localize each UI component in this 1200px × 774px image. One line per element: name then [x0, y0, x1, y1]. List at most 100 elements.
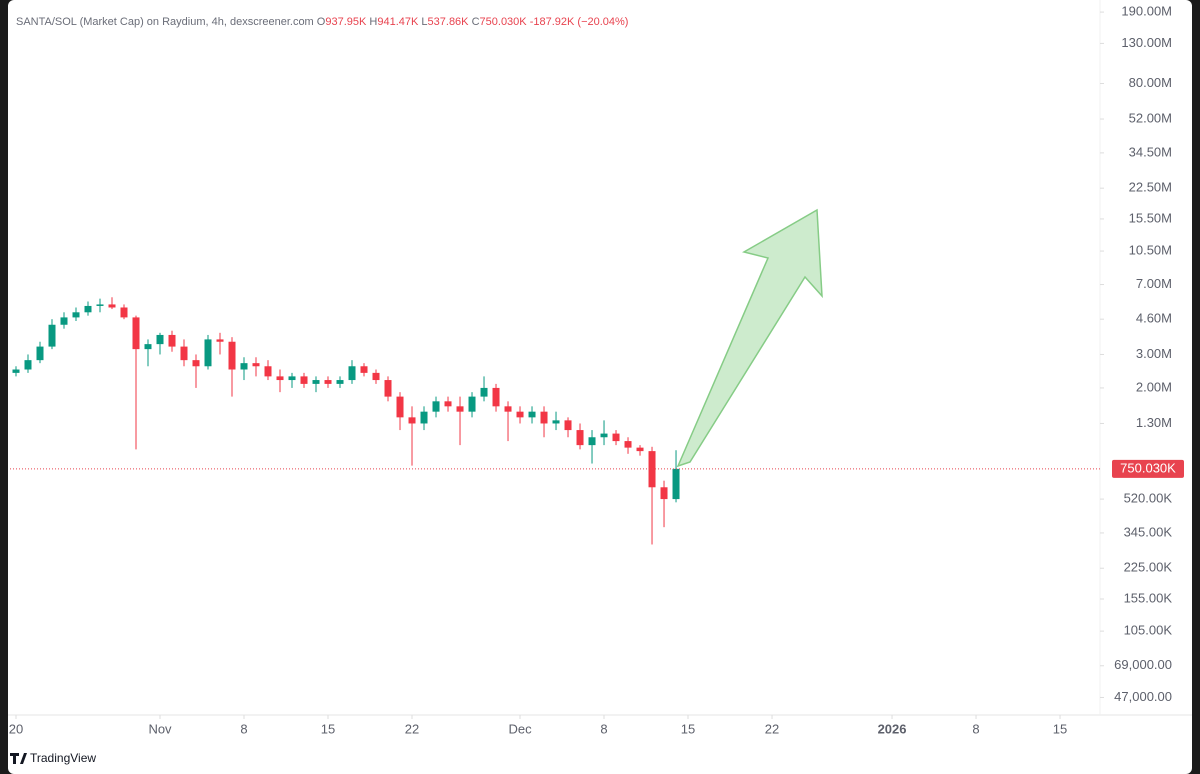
x-tick-label: 22 [765, 721, 779, 736]
y-tick-label: 105.00K [1124, 623, 1173, 638]
y-tick-label: 22.50M [1129, 180, 1172, 195]
y-tick-label: 15.50M [1129, 210, 1172, 225]
y-tick-label: 190.00M [1121, 4, 1172, 19]
candle-body [444, 401, 452, 407]
candle-body [564, 420, 572, 431]
candle-body [24, 360, 32, 370]
x-tick-label: 8 [972, 721, 979, 736]
candle-body [288, 376, 296, 381]
candle-body [204, 339, 212, 367]
candle-body [108, 304, 116, 308]
x-tick-label: Nov [148, 721, 172, 736]
x-tick-label: 15 [681, 721, 695, 736]
candle-body [96, 304, 104, 306]
candle-body [624, 441, 632, 448]
chart-title: SANTA/SOL (Market Cap) on Raydium, 4h, d… [16, 16, 314, 28]
last-price-label: 750.030K [1120, 460, 1176, 475]
candle-body [216, 339, 224, 342]
candle-body [228, 341, 236, 370]
y-tick-label: 80.00M [1129, 75, 1172, 90]
candle-body [504, 406, 512, 412]
candle-body [336, 380, 344, 384]
candle-body [36, 346, 44, 361]
x-tick-label: 22 [405, 721, 419, 736]
candle-body [660, 487, 668, 500]
candle-body [348, 366, 356, 381]
candle-body [384, 380, 392, 397]
y-tick-label: 520.00K [1124, 491, 1173, 506]
candle-body [432, 401, 440, 412]
ohlc-value: 750.030K [480, 16, 528, 28]
ohlc-key: H [369, 16, 377, 28]
logo-mark [10, 753, 27, 764]
panel [8, 0, 1192, 774]
y-tick-label: 155.00K [1124, 590, 1173, 605]
ohlc-value: 537.86K [428, 16, 470, 28]
candle-body [408, 417, 416, 424]
candle-body [372, 372, 380, 381]
y-tick-label: 34.50M [1129, 144, 1172, 159]
y-tick-label: 2.00M [1136, 379, 1172, 394]
ohlc-value: 941.47K [377, 16, 419, 28]
candle-body [516, 411, 524, 418]
y-tick-label: 52.00M [1129, 110, 1172, 125]
candle-body [84, 305, 92, 313]
candle-body [48, 324, 56, 347]
candle-body [612, 433, 620, 442]
x-tick-label: Dec [508, 721, 532, 736]
candle-body [588, 437, 596, 446]
ohlc-key: O [317, 16, 326, 28]
candle-body [552, 420, 560, 424]
candle-body [600, 433, 608, 438]
candle-body [528, 411, 536, 418]
candle-body [672, 468, 680, 500]
candle-body [276, 376, 284, 381]
y-tick-label: 1.30M [1136, 415, 1172, 430]
candle-body [132, 317, 140, 350]
x-tick-label: 15 [1053, 721, 1067, 736]
annotation-arrow [676, 208, 823, 468]
candle-body [264, 366, 272, 377]
candle-body [468, 396, 476, 412]
candle-body [396, 396, 404, 418]
candle-body [360, 366, 368, 373]
candle-body [180, 346, 188, 361]
candle-body [240, 363, 248, 370]
x-tick-label: 8 [600, 721, 607, 736]
y-tick-label: 345.00K [1124, 524, 1173, 539]
x-tick-label: 20 [9, 721, 23, 736]
candle-body [492, 387, 500, 407]
x-tick-label: 15 [321, 721, 335, 736]
header: SANTA/SOL (Market Cap) on Raydium, 4h, d… [16, 16, 628, 28]
candle-body [60, 317, 68, 325]
y-tick-label: 47,000.00 [1114, 689, 1172, 704]
y-tick-label: 7.00M [1136, 276, 1172, 291]
candle-body [144, 344, 152, 350]
y-tick-label: 225.00K [1124, 560, 1173, 575]
candle-body [420, 411, 428, 424]
logo: TradingView [10, 751, 96, 765]
candle-body [12, 369, 20, 373]
candle-body [192, 360, 200, 367]
candle-body [636, 447, 644, 452]
y-tick-label: 130.00M [1121, 35, 1172, 50]
x-tick-label: 8 [240, 721, 247, 736]
candle-body [456, 406, 464, 412]
y-tick-label: 10.50M [1129, 243, 1172, 258]
ohlc-key: C [472, 16, 480, 28]
candle-body [576, 430, 584, 446]
candle-body [312, 380, 320, 384]
candle-body [540, 411, 548, 424]
candle-body [72, 312, 80, 318]
candle-body [480, 387, 488, 397]
y-tick-label: 3.00M [1136, 346, 1172, 361]
candle-body [168, 334, 176, 347]
y-tick-label: 69,000.00 [1114, 657, 1172, 672]
change: -187.92K (−20.04%) [530, 16, 629, 28]
ohlc-value: 937.95K [325, 16, 367, 28]
candle-body [324, 380, 332, 384]
candle-body [120, 307, 128, 318]
candle-body [300, 376, 308, 384]
candle-body [252, 363, 260, 367]
